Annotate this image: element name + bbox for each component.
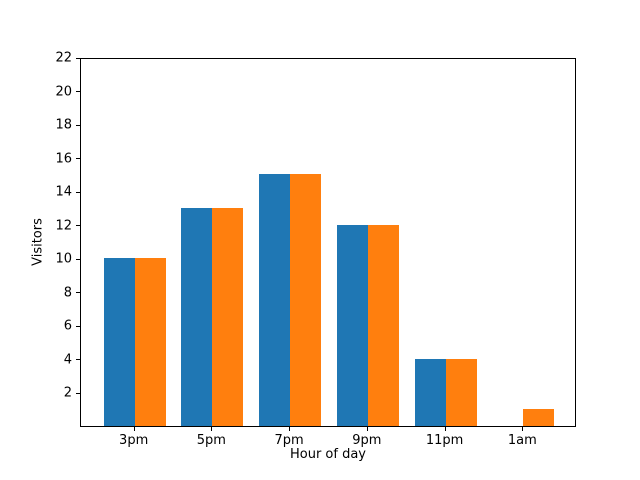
x-tick-mark [522, 427, 524, 431]
x-tick-label: 11pm [425, 433, 464, 448]
x-tick-label: 3pm [119, 433, 149, 448]
bar-orange-series-7pm [290, 174, 322, 426]
y-tick-label: 18 [55, 117, 72, 133]
bar-blue-series-3pm [103, 258, 135, 426]
y-tick-label: 10 [55, 251, 72, 267]
x-tick-label: 9pm [352, 433, 382, 448]
bar-orange-series-9pm [367, 224, 399, 426]
x-tick-mark [211, 427, 213, 431]
y-axis-label: Visitors [30, 218, 46, 266]
bar-blue-series-5pm [181, 207, 213, 426]
x-axis-label: Hour of day [289, 447, 367, 462]
plot-area [80, 58, 576, 427]
bar-orange-series-3pm [134, 258, 166, 426]
x-tick-mark [366, 427, 368, 431]
y-tick-mark [76, 392, 80, 394]
bar-blue-series-7pm [259, 174, 291, 426]
y-tick-mark [76, 292, 80, 294]
y-tick-mark [76, 258, 80, 260]
y-tick-label: 6 [63, 318, 72, 334]
bar-orange-series-1am [523, 409, 555, 426]
y-tick-mark [76, 325, 80, 327]
y-tick-label: 12 [55, 218, 72, 234]
y-tick-mark [76, 359, 80, 361]
y-tick-label: 20 [55, 84, 72, 100]
x-tick-mark [133, 427, 135, 431]
y-tick-label: 16 [55, 151, 72, 167]
x-tick-label: 1am [507, 433, 537, 448]
bar-blue-series-11pm [414, 358, 446, 426]
y-tick-label: 2 [63, 385, 72, 401]
y-tick-mark [76, 225, 80, 227]
y-tick-label: 4 [63, 352, 72, 368]
y-tick-mark [76, 124, 80, 126]
x-tick-mark [289, 427, 291, 431]
y-tick-label: 14 [55, 184, 72, 200]
y-tick-mark [76, 57, 80, 59]
y-tick-label: 22 [55, 50, 72, 66]
x-tick-label: 7pm [274, 433, 304, 448]
y-tick-label: 8 [63, 285, 72, 301]
y-tick-mark [76, 91, 80, 93]
bar-orange-series-11pm [445, 358, 477, 426]
bar-blue-series-9pm [336, 224, 368, 426]
y-tick-mark [76, 191, 80, 193]
x-tick-mark [444, 427, 446, 431]
y-tick-mark [76, 158, 80, 160]
bar-orange-series-5pm [212, 207, 244, 426]
x-tick-label: 5pm [196, 433, 226, 448]
